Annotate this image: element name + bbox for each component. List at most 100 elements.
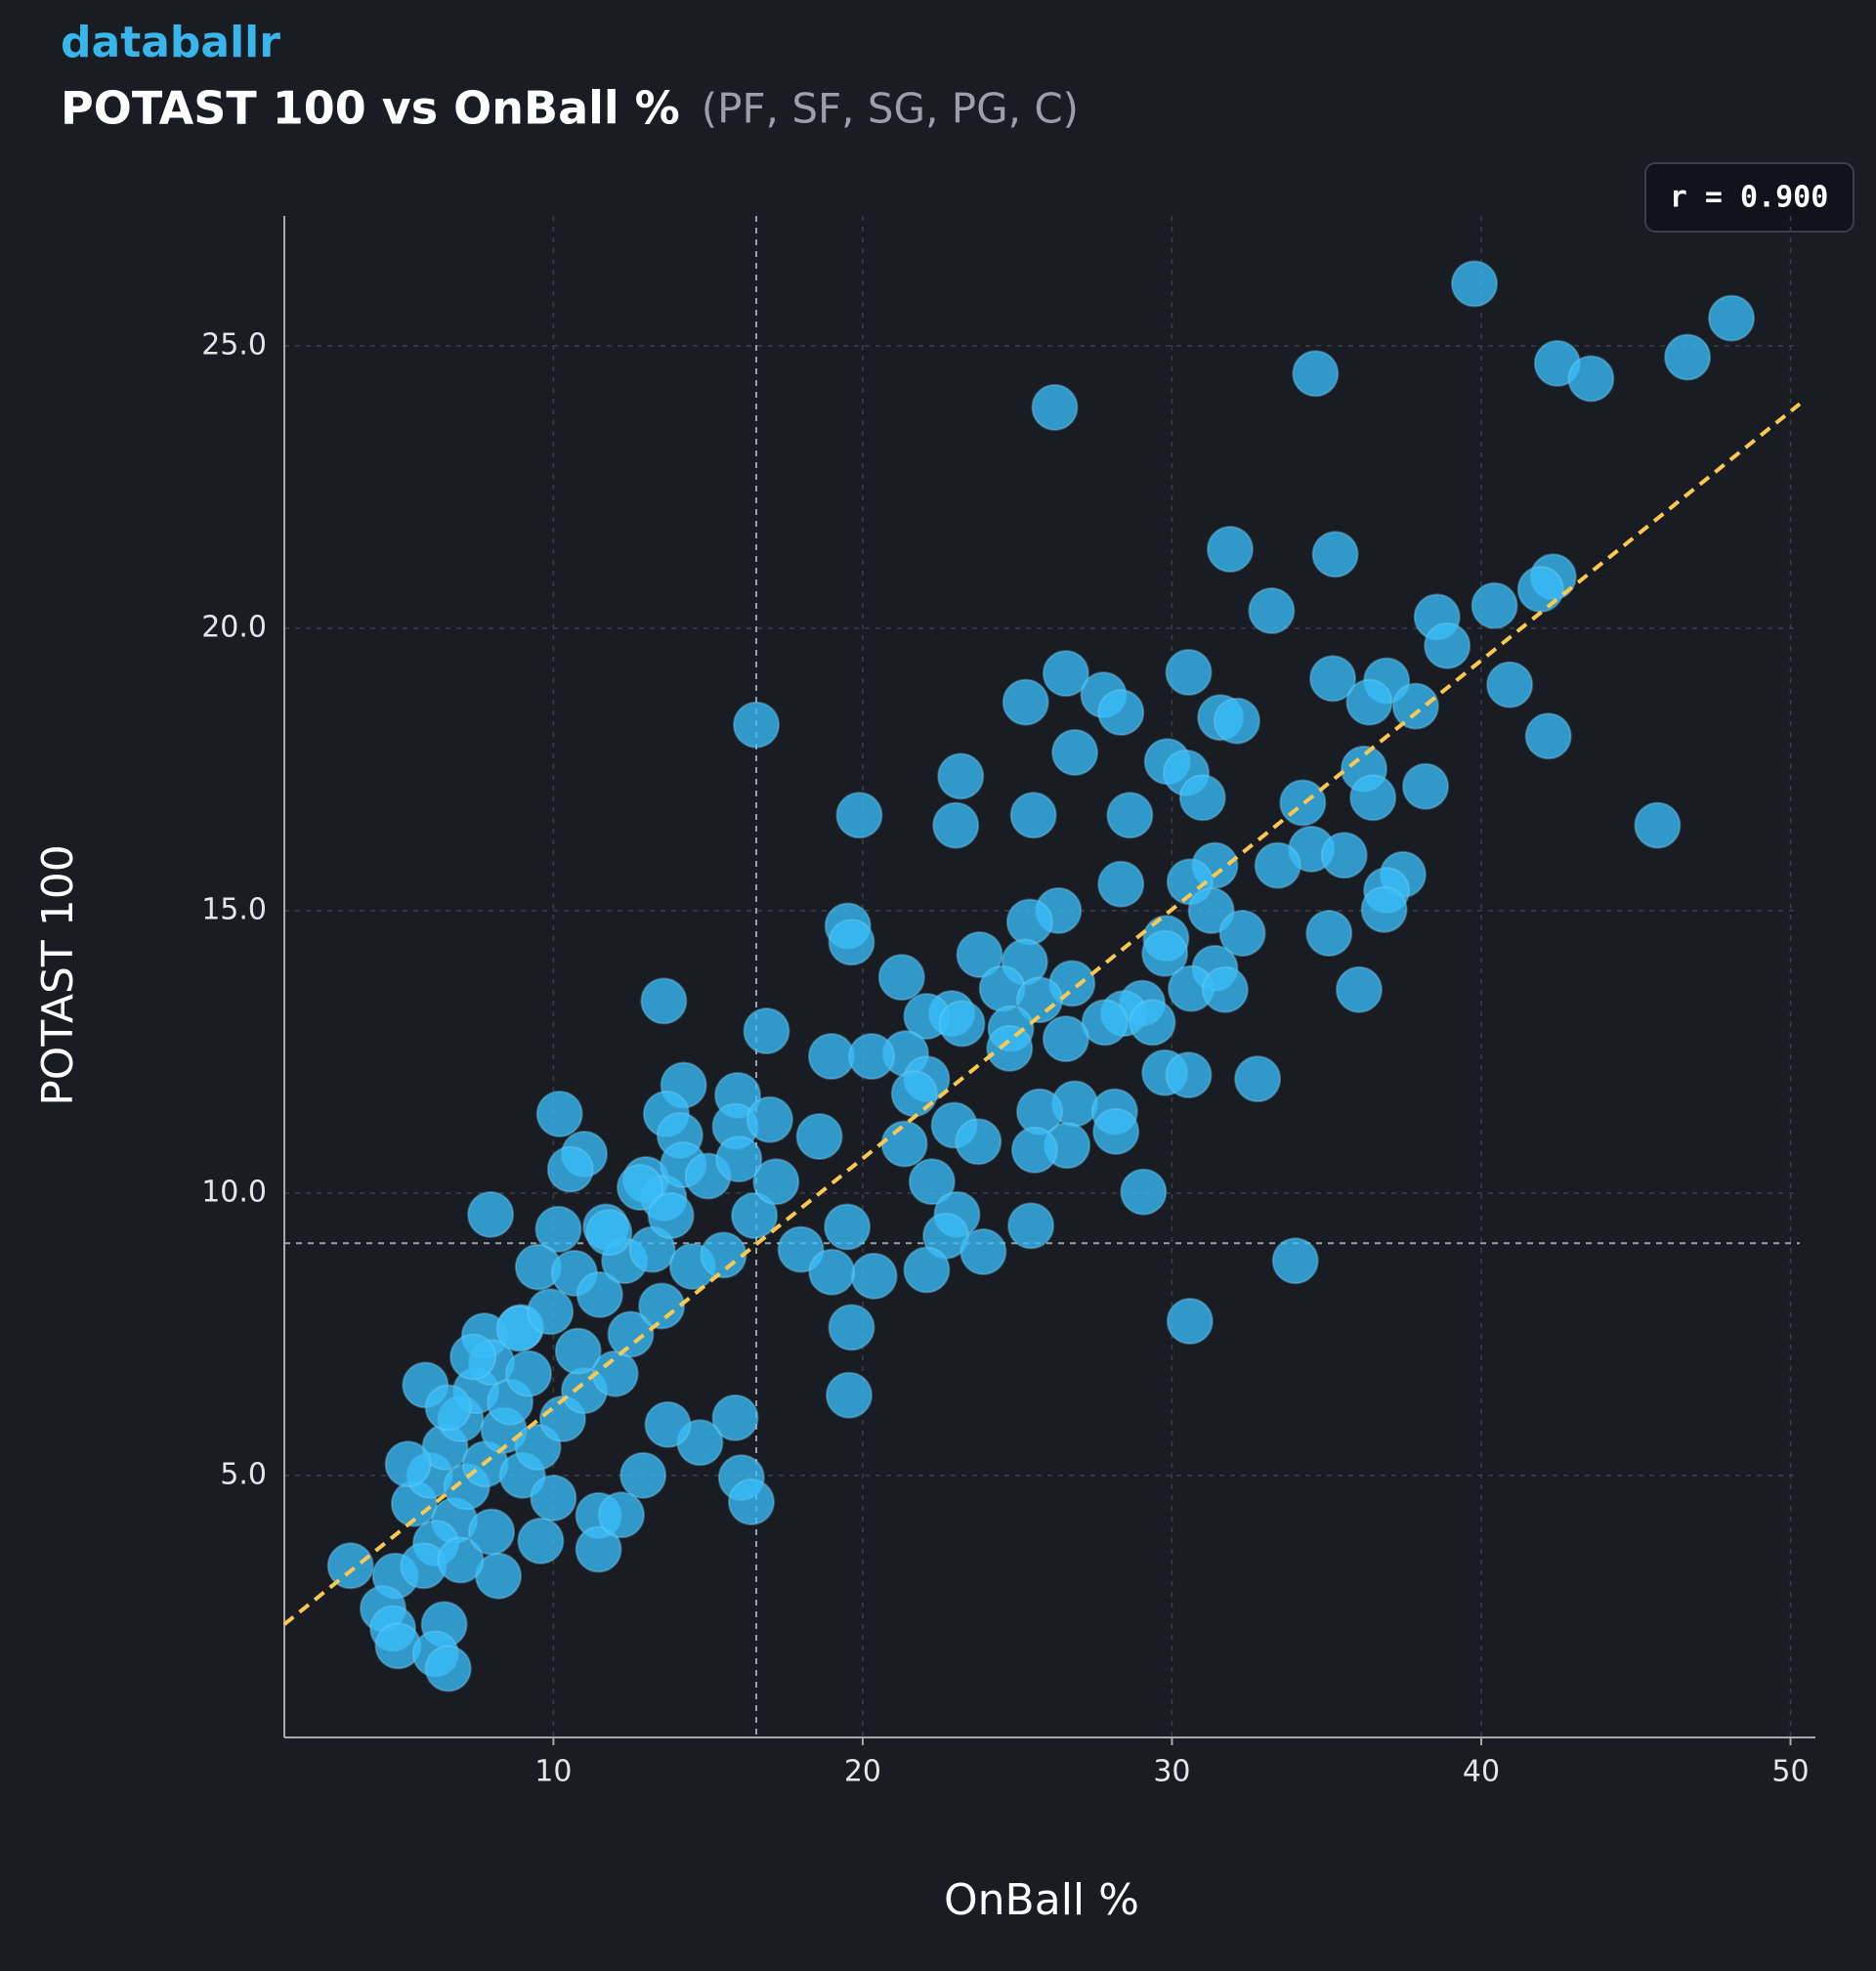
scatter-point xyxy=(1106,792,1154,839)
scatter-point xyxy=(1360,885,1408,933)
scatter-point xyxy=(1391,682,1439,730)
scatter-point xyxy=(955,1118,1002,1166)
scatter-point xyxy=(546,1145,594,1193)
scatter-point xyxy=(932,801,980,849)
scatter-point xyxy=(1309,655,1357,703)
scatter-point xyxy=(1213,697,1260,745)
scatter-point xyxy=(1311,531,1359,578)
scatter-point xyxy=(534,1205,582,1253)
scatter-point xyxy=(731,1191,779,1239)
scatter-point xyxy=(326,1542,374,1590)
scatter-point xyxy=(956,930,1003,978)
scatter-point xyxy=(877,954,925,1002)
scatter-point xyxy=(1486,661,1534,708)
x-tick-label: 10 xyxy=(534,1755,572,1789)
scatter-point xyxy=(986,1024,1034,1072)
scatter-point xyxy=(1345,678,1393,726)
scatter-point xyxy=(530,1474,577,1521)
scatter-point xyxy=(467,1190,515,1238)
scatter-point xyxy=(554,1327,602,1375)
scatter-point xyxy=(850,1252,898,1300)
scatter-point xyxy=(617,1164,664,1212)
scatter-point xyxy=(505,1350,553,1397)
scatter-point xyxy=(517,1517,565,1564)
x-tick-label: 20 xyxy=(844,1755,881,1789)
scatter-point xyxy=(1042,650,1089,698)
scatter-point xyxy=(825,1371,873,1419)
scatter-point xyxy=(1248,586,1296,634)
scatter-point xyxy=(733,701,781,749)
scatter-point xyxy=(1201,965,1249,1013)
scatter-point xyxy=(1002,678,1049,726)
scatter-point xyxy=(1634,801,1682,849)
scatter-point xyxy=(746,1095,793,1143)
scatter-point xyxy=(585,1209,633,1257)
scatter-point xyxy=(903,1246,951,1294)
scatter-point xyxy=(437,1536,485,1584)
annotation-box xyxy=(1644,162,1855,233)
scatter-point xyxy=(890,1070,938,1118)
scatter-point xyxy=(638,1282,686,1330)
scatter-point xyxy=(1305,909,1353,957)
scatter-point xyxy=(1166,1298,1214,1346)
scatter-point xyxy=(1042,1015,1089,1063)
scatter-point xyxy=(711,1393,759,1441)
x-tick-label: 30 xyxy=(1153,1755,1190,1789)
scatter-point xyxy=(1320,832,1368,879)
scatter-point xyxy=(1031,383,1079,431)
scatter-point xyxy=(1271,1237,1319,1285)
scatter-point xyxy=(535,1090,583,1137)
scatter-point xyxy=(1097,860,1145,908)
scatter-point xyxy=(1007,1202,1055,1250)
scatter-point xyxy=(908,1158,956,1206)
scatter-point xyxy=(828,1304,875,1351)
scatter-point xyxy=(1401,762,1449,810)
y-tick-label: 10.0 xyxy=(201,1175,267,1209)
scatter-point xyxy=(619,1451,667,1499)
scatter-point xyxy=(644,1400,692,1448)
scatter-point xyxy=(468,1508,516,1556)
scatter-point xyxy=(598,1491,646,1539)
x-axis-label: OnBall % xyxy=(944,1875,1139,1925)
scatter-point xyxy=(1292,350,1340,398)
scatter-point xyxy=(752,1158,800,1206)
scatter-point xyxy=(1165,648,1213,696)
scatter-point xyxy=(1234,1055,1282,1103)
scatter-point xyxy=(807,1032,855,1080)
scatter-point xyxy=(1141,929,1189,977)
annotation: r = 0.900 xyxy=(1670,181,1829,215)
y-tick-label: 25.0 xyxy=(201,327,267,362)
scatter-point xyxy=(1424,621,1471,669)
scatter-point xyxy=(1051,729,1099,777)
scatter-point xyxy=(1471,581,1518,629)
scatter-point xyxy=(1516,566,1564,614)
y-tick-label: 5.0 xyxy=(220,1457,267,1491)
scatter-point xyxy=(647,1191,695,1239)
scatter-point xyxy=(848,1032,896,1080)
chart-subtitle: (PF, SF, SG, PG, C) xyxy=(702,85,1079,133)
scatter-point xyxy=(1005,898,1053,946)
scatter-point xyxy=(828,919,875,966)
scatter-point xyxy=(715,1135,763,1183)
scatter-point xyxy=(1092,1107,1140,1155)
scatter-point xyxy=(424,1645,472,1692)
scatter-point xyxy=(424,1384,472,1432)
scatter-point xyxy=(1081,999,1129,1047)
scatter-point xyxy=(1129,999,1176,1047)
scatter-point xyxy=(527,1288,575,1336)
scatter-point xyxy=(640,977,688,1025)
scatter-point xyxy=(1708,294,1756,342)
scatter-point xyxy=(1524,712,1572,760)
scatter-point xyxy=(576,1270,623,1318)
scatter-point xyxy=(1178,774,1226,822)
scatter-point xyxy=(1279,779,1327,827)
scatter-point xyxy=(777,1225,825,1273)
x-tick-label: 40 xyxy=(1463,1755,1500,1789)
scatter-point xyxy=(959,1227,1007,1275)
scatter-point xyxy=(727,1478,775,1525)
scatter-point xyxy=(743,1007,790,1054)
x-tick-label: 50 xyxy=(1771,1755,1809,1789)
scatter-point xyxy=(1206,525,1254,573)
chart-title: POTAST 100 vs OnBall % xyxy=(61,82,680,135)
